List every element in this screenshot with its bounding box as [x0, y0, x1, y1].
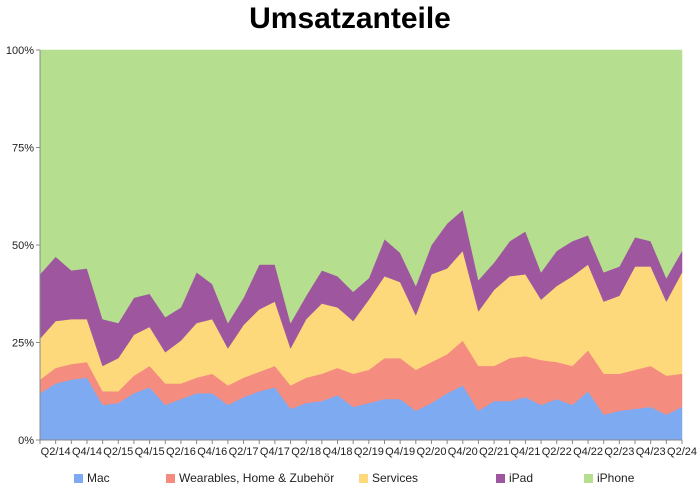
x-tick-label: Q4/14: [72, 446, 102, 458]
x-tick-label: Q4/16: [197, 446, 227, 458]
legend-item-mac: Mac: [74, 471, 110, 485]
x-tick-label: Q4/19: [385, 446, 415, 458]
x-tick-label: Q2/16: [166, 446, 196, 458]
x-tick-label: Q4/17: [260, 446, 290, 458]
area-iphone: [39, 49, 683, 324]
x-tick-label: Q4/18: [323, 446, 353, 458]
legend-label: iPhone: [597, 471, 635, 485]
x-tick-label: Q2/20: [416, 446, 446, 458]
legend-item-services: Services: [359, 471, 418, 485]
x-tick-label: Q2/22: [542, 446, 572, 458]
x-tick-label: Q2/15: [103, 446, 133, 458]
x-tick-label: Q2/17: [229, 446, 259, 458]
legend-item-ipad: iPad: [496, 471, 533, 485]
y-tick-label: 25%: [12, 338, 34, 350]
legend-swatch: [496, 474, 505, 483]
x-tick-label: Q2/23: [604, 446, 634, 458]
x-tick-label: Q4/22: [573, 446, 603, 458]
x-axis: Q2/14 Q4/14 Q2/15 Q4/15 Q2/16 Q4/16 Q2/17 Q4/17…: [39, 439, 697, 458]
x-tick-label: Q2/19: [354, 446, 384, 458]
legend-swatch: [584, 474, 593, 483]
legend-label: Wearables, Home & Zubehör: [179, 471, 334, 485]
legend-label: iPad: [509, 471, 533, 485]
x-tick-label: Q2/18: [291, 446, 321, 458]
legend-swatch: [166, 474, 175, 483]
x-tick-label: Q2/24: [667, 446, 697, 458]
legend-label: Services: [372, 471, 418, 485]
legend: Mac Wearables, Home & Zubehör Services iPad…: [74, 471, 635, 485]
y-tick-label: 0%: [18, 435, 34, 447]
x-tick-label: Q4/21: [510, 446, 540, 458]
x-tick-label: Q4/15: [135, 446, 165, 458]
y-tick-label: 50%: [12, 240, 34, 252]
legend-label: Mac: [87, 471, 110, 485]
chart-title: Umsatzanteile: [249, 2, 451, 35]
legend-swatch: [359, 474, 368, 483]
x-tick-label: Q4/20: [448, 446, 478, 458]
x-tick-label: Q2/14: [41, 446, 71, 458]
y-tick-label: 75%: [12, 143, 34, 155]
y-axis: 0% 25% 50% 75% 100%: [6, 45, 41, 447]
x-tick-label: Q2/21: [479, 446, 509, 458]
area-layer: [39, 49, 683, 441]
legend-swatch: [74, 474, 83, 483]
legend-item-wearables-home-zubeh-r: Wearables, Home & Zubehör: [166, 471, 334, 485]
y-tick-label: 100%: [6, 45, 34, 57]
x-tick-label: Q4/23: [636, 446, 666, 458]
legend-item-iphone: iPhone: [584, 471, 635, 485]
